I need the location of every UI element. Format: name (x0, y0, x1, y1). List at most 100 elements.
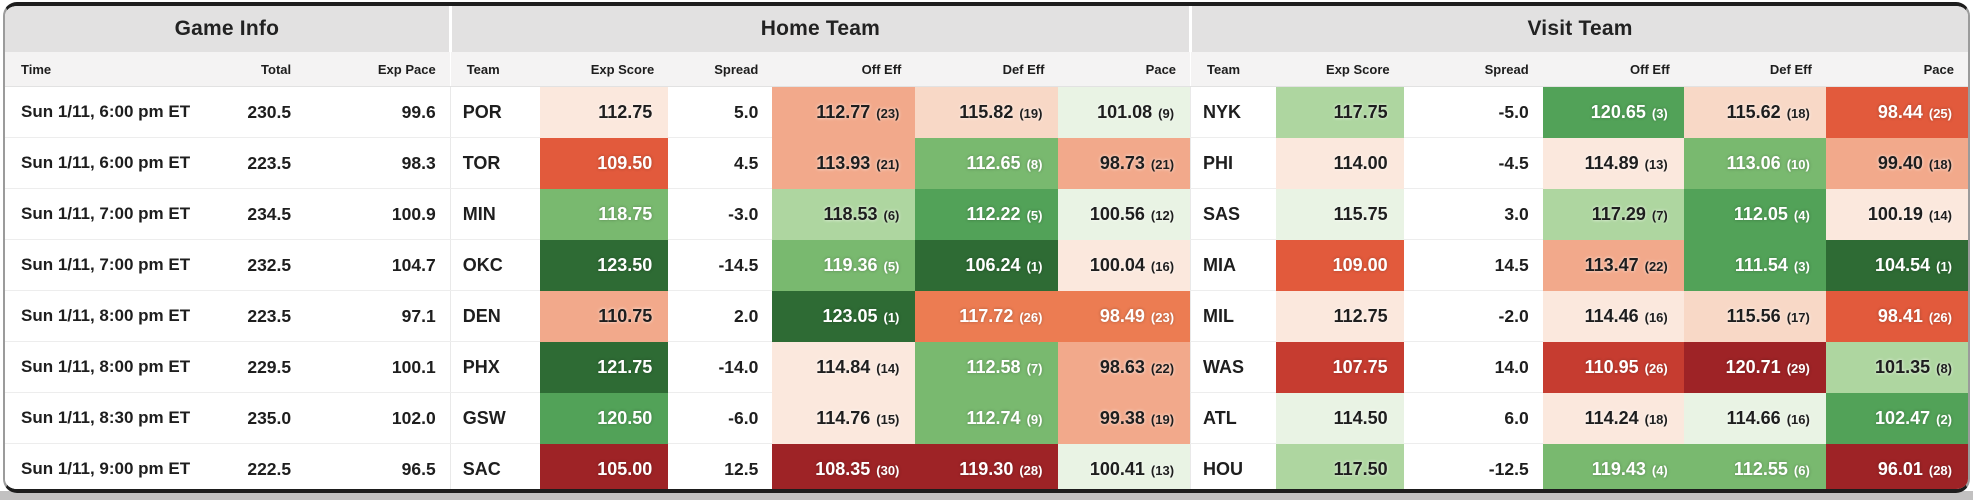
visit-off-eff-cell: 119.43 (4) (1542, 443, 1684, 489)
cell-value: 123.05 (822, 305, 878, 326)
game-total-cell: 222.5 (200, 443, 306, 489)
cell-rank: (13) (1644, 156, 1668, 172)
cell-rank: (28) (1928, 462, 1952, 478)
game-time-cell: Sun 1/11, 8:00 pm ET (5, 341, 201, 393)
game-exp-pace-cell: 97.1 (305, 290, 451, 342)
visit-pace-cell: 98.41 (26) (1825, 290, 1968, 342)
cell-rank: (12) (1150, 207, 1175, 223)
cell-rank: (26) (1644, 360, 1668, 376)
cell-rank: (18) (1928, 156, 1952, 172)
visit-team-cell: HOU (1190, 443, 1276, 489)
game-total-cell: 223.5 (200, 290, 306, 342)
visit-team-cell: MIA (1190, 239, 1276, 291)
home-off-eff-cell: 119.36 (5) (772, 239, 916, 291)
cell-value: 120.65 (1590, 101, 1646, 122)
visit-off-eff-cell: 114.89 (13) (1542, 137, 1684, 189)
home-def-eff-cell: 117.72 (26) (915, 290, 1059, 342)
cell-rank: (7) (1026, 360, 1043, 376)
home-team-cell: SAC (449, 443, 541, 489)
cell-rank: (10) (1786, 156, 1810, 172)
visit-def-eff-cell: 111.54 (3) (1683, 239, 1826, 291)
cell-value: 117.50 (1333, 458, 1388, 479)
cell-value: 110.95 (1584, 356, 1639, 377)
cell-rank: (19) (1019, 105, 1043, 121)
visit-exp-score-cell: 114.00 (1275, 137, 1404, 189)
game-row: Sun 1/11, 6:00 pm ET 223.5 98.3 TOR 109.… (5, 137, 1968, 189)
cell-value: 117.29 (1591, 203, 1646, 224)
cell-rank: (26) (1928, 309, 1952, 325)
cell-value: 118.53 (823, 203, 878, 224)
game-time-cell: Sun 1/11, 7:00 pm ET (5, 239, 201, 291)
game-total-cell: 229.5 (200, 341, 306, 393)
cell-rank: (1) (883, 309, 900, 325)
home-team-cell: TOR (449, 137, 541, 189)
cell-value: 112.75 (1333, 305, 1388, 326)
game-exp-pace-cell: 96.5 (305, 443, 451, 489)
visit-team-cell: SAS (1190, 188, 1276, 240)
column-header-visit-spread: Spread (1403, 52, 1543, 87)
cell-value: 114.00 (1333, 152, 1388, 173)
home-def-eff-cell: 112.74 (9) (915, 392, 1059, 444)
game-total-cell: 230.5 (200, 86, 306, 138)
home-exp-score-cell: 110.75 (540, 290, 669, 342)
cell-rank: (15) (876, 411, 900, 427)
game-total-cell: 223.5 (200, 137, 306, 189)
column-header-home-exp-score: Exp Score (540, 52, 669, 87)
cell-value: 110.75 (598, 305, 653, 326)
section-header-game-info: Game Info (5, 6, 451, 52)
cell-value: 112.22 (966, 203, 1021, 224)
cell-rank: (4) (1651, 462, 1668, 478)
column-header-home-off-eff: Off Eff (772, 52, 916, 87)
visit-team-cell: ATL (1190, 392, 1276, 444)
game-time-cell: Sun 1/11, 8:30 pm ET (5, 392, 201, 444)
game-total-cell: 235.0 (200, 392, 306, 444)
game-row: Sun 1/11, 7:00 pm ET 234.5 100.9 MIN 118… (5, 188, 1968, 240)
visit-pace-cell: 96.01 (28) (1825, 443, 1968, 489)
game-time-cell: Sun 1/11, 7:00 pm ET (5, 188, 201, 240)
cell-rank: (29) (1786, 360, 1810, 376)
cell-value: 109.00 (1332, 254, 1388, 275)
home-pace-cell: 101.08 (9) (1058, 86, 1191, 138)
game-row: Sun 1/11, 7:00 pm ET 232.5 104.7 OKC 123… (5, 239, 1968, 291)
cell-value: 119.36 (823, 254, 878, 275)
cell-value: 114.84 (816, 356, 871, 377)
cell-value: 123.50 (597, 254, 653, 275)
visit-team-cell: WAS (1190, 341, 1276, 393)
cell-rank: (8) (1936, 360, 1952, 376)
visit-off-eff-cell: 120.65 (3) (1542, 86, 1684, 138)
cell-rank: (3) (1793, 258, 1810, 274)
home-off-eff-cell: 108.35 (30) (772, 443, 916, 489)
column-header-total: Total (200, 52, 306, 87)
column-header-row: Time Total Exp Pace Team Exp Score Sprea… (5, 52, 1968, 87)
cell-rank: (19) (1150, 411, 1175, 427)
home-exp-score-cell: 123.50 (540, 239, 669, 291)
cell-value: 114.46 (1584, 305, 1639, 326)
cell-rank: (26) (1019, 309, 1043, 325)
visit-def-eff-cell: 115.56 (17) (1683, 290, 1826, 342)
odds-table-card: Game Info Home Team Visit Team Time Tota… (3, 2, 1970, 493)
home-exp-score-cell: 109.50 (540, 137, 669, 189)
home-pace-cell: 98.63 (22) (1058, 341, 1191, 393)
cell-value: 113.47 (1584, 254, 1639, 275)
home-pace-cell: 98.49 (23) (1058, 290, 1191, 342)
home-exp-score-cell: 112.75 (540, 86, 669, 138)
cell-rank: (25) (1928, 105, 1952, 121)
home-pace-cell: 100.04 (16) (1058, 239, 1191, 291)
home-spread-cell: 4.5 (668, 137, 773, 189)
home-off-eff-cell: 112.77 (23) (772, 86, 916, 138)
visit-spread-cell: -5.0 (1403, 86, 1543, 138)
horizontal-scrollbar-track[interactable] (0, 491, 1973, 500)
cell-rank: (22) (1644, 258, 1668, 274)
cell-rank: (1) (1936, 258, 1952, 274)
cell-value: 119.30 (959, 458, 1014, 479)
home-pace-cell: 98.73 (21) (1058, 137, 1191, 189)
column-header-home-def-eff: Def Eff (915, 52, 1059, 87)
home-def-eff-cell: 119.30 (28) (915, 443, 1059, 489)
visit-spread-cell: -2.0 (1403, 290, 1543, 342)
cell-value: 98.41 (1877, 305, 1923, 326)
home-team-cell: OKC (449, 239, 541, 291)
column-header-home-team: Team (449, 52, 541, 87)
home-def-eff-cell: 106.24 (1) (915, 239, 1059, 291)
visit-pace-cell: 99.40 (18) (1825, 137, 1968, 189)
cell-value: 121.75 (597, 356, 653, 377)
